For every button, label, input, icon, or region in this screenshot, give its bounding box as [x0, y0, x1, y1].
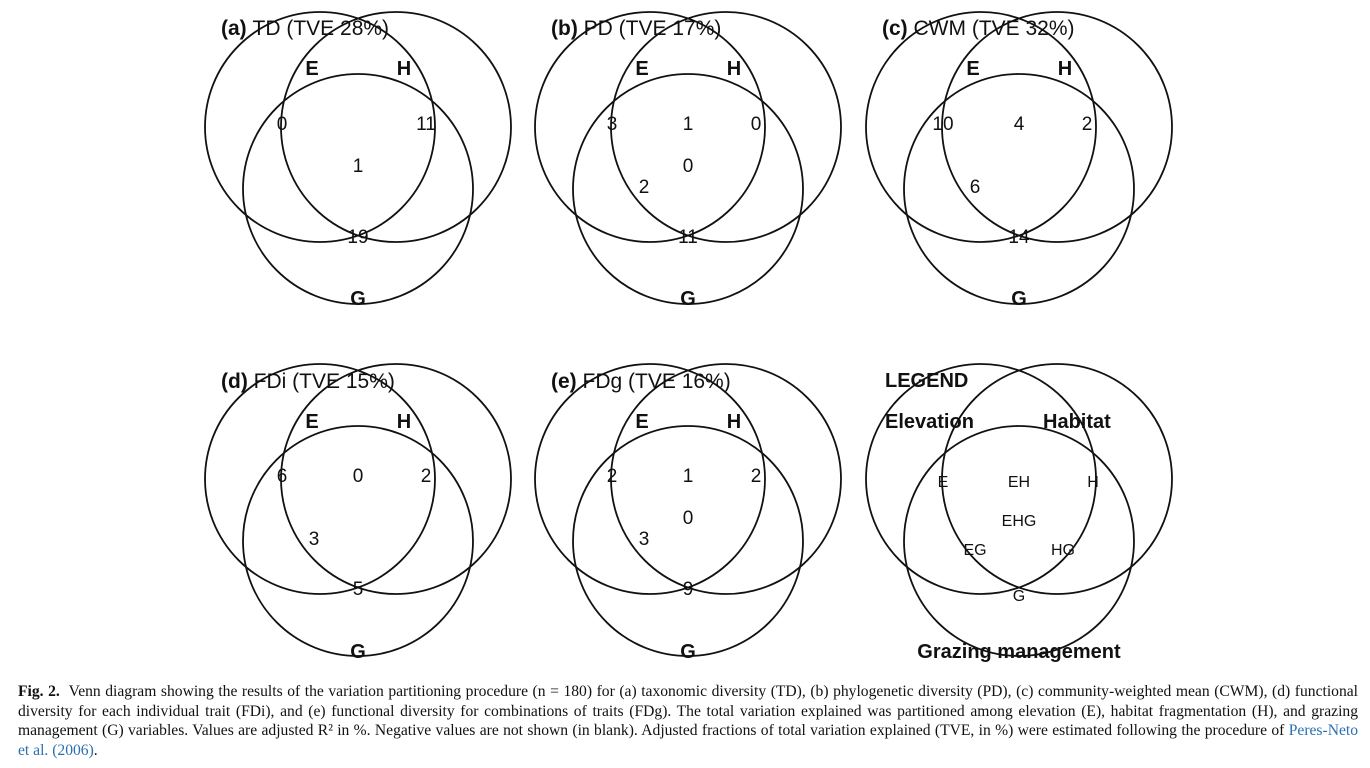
panel-title-text: CWM (TVE 32%)	[914, 17, 1075, 40]
legend-grazing-label: Grazing management	[917, 641, 1121, 663]
legend-heading: LEGEND	[885, 370, 968, 392]
panel-title-text: PD (TVE 17%)	[584, 17, 722, 40]
caption-end: .	[93, 741, 98, 759]
caption-reference-link[interactable]: Peres-Neto et al. (2006)	[18, 722, 1358, 759]
legend-region-eg: EG	[963, 542, 986, 559]
region-value-h: 11	[416, 114, 436, 135]
region-value-e: 10	[932, 114, 953, 135]
venn-panel: (d) FDi (TVE 15%) E H G 6 2 5 0 3	[204, 363, 512, 663]
circle-g	[572, 425, 804, 657]
circle-g	[572, 73, 804, 305]
panel-title: (a) TD (TVE 28%)	[221, 17, 389, 40]
legend-circle-g	[903, 425, 1135, 657]
caption-figure-label: Fig. 2.	[18, 683, 60, 700]
circle-g	[903, 73, 1135, 305]
legend-region-g: G	[1013, 588, 1025, 605]
venn-panel: (c) CWM (TVE 32%) E H G 10 2 14 4 6	[865, 11, 1173, 310]
region-value-h: 2	[421, 466, 432, 487]
set-label-h: H	[397, 58, 411, 80]
panel-label: (b)	[551, 17, 578, 40]
panel-label: (a)	[221, 17, 247, 40]
region-value-ehg: 0	[683, 508, 694, 529]
region-value-e: 2	[607, 466, 618, 487]
figure-caption: Fig. 2. Venn diagram showing the results…	[18, 682, 1358, 760]
set-label-h: H	[727, 58, 741, 80]
set-label-h: H	[727, 411, 741, 433]
legend-region-hg: HG	[1051, 542, 1075, 559]
circle-g	[242, 425, 474, 657]
region-value-e: 6	[277, 466, 288, 487]
region-value-e: 0	[277, 114, 288, 135]
legend-panel: LEGEND Elevation Habitat Grazing management…	[865, 363, 1173, 663]
region-value-eh: 1	[683, 466, 694, 487]
panel-label: (d)	[221, 370, 248, 393]
region-value-g: 19	[347, 227, 368, 248]
legend-circle-e	[865, 363, 1097, 595]
set-label-e: E	[305, 58, 318, 80]
legend-habitat-label: Habitat	[1043, 411, 1111, 433]
circle-h	[280, 363, 512, 595]
circle-h	[610, 363, 842, 595]
set-label-g: G	[350, 641, 366, 663]
legend-region-eh: EH	[1008, 474, 1030, 491]
legend-circle-h	[941, 363, 1173, 595]
set-label-h: H	[397, 411, 411, 433]
region-value-ehg: 0	[683, 156, 694, 177]
legend-region-ehg: EHG	[1002, 513, 1037, 530]
region-value-eh: 4	[1014, 114, 1025, 135]
set-label-e: E	[305, 411, 318, 433]
circle-g	[242, 73, 474, 305]
set-label-g: G	[1011, 288, 1027, 310]
set-label-h: H	[1058, 58, 1072, 80]
set-label-g: G	[350, 288, 366, 310]
circle-h	[610, 11, 842, 243]
panel-title: (b) PD (TVE 17%)	[551, 17, 721, 40]
region-value-g: 9	[683, 579, 694, 600]
panel-title-text: FDi (TVE 15%)	[254, 370, 395, 393]
panel-title-text: FDg (TVE 16%)	[583, 370, 731, 393]
region-value-eh: 1	[683, 114, 694, 135]
region-value-g: 11	[678, 227, 698, 248]
region-value-eg: 2	[639, 177, 650, 198]
circle-e	[534, 11, 766, 243]
panel-label: (c)	[882, 17, 908, 40]
region-value-g: 14	[1008, 227, 1030, 248]
legend-region-e: E	[938, 474, 949, 491]
panel-label: (e)	[551, 370, 577, 393]
panel-title: (d) FDi (TVE 15%)	[221, 370, 395, 393]
panel-title: (c) CWM (TVE 32%)	[882, 17, 1075, 40]
venn-panel: (a) TD (TVE 28%) E H G 0 11 19 1	[204, 11, 512, 310]
region-value-h: 0	[751, 114, 762, 135]
circle-e	[204, 363, 436, 595]
caption-text: Venn diagram showing the results of the …	[18, 683, 1358, 739]
set-label-g: G	[680, 288, 696, 310]
region-value-h: 2	[751, 466, 762, 487]
circle-h	[280, 11, 512, 243]
region-value-eg: 3	[309, 529, 320, 550]
venn-panel: (e) FDg (TVE 16%) E H G 2 2 9 1 3 0	[534, 363, 842, 663]
region-value-eg: 6	[970, 177, 981, 198]
panel-title-text: TD (TVE 28%)	[253, 17, 390, 40]
panel-title: (e) FDg (TVE 16%)	[551, 370, 731, 393]
region-value-eg: 3	[639, 529, 650, 550]
circle-e	[534, 363, 766, 595]
region-value-ehg: 1	[353, 156, 364, 177]
region-value-g: 5	[353, 579, 364, 600]
legend-elevation-label: Elevation	[885, 411, 974, 433]
set-label-g: G	[680, 641, 696, 663]
circle-e	[204, 11, 436, 243]
circle-e	[865, 11, 1097, 243]
set-label-e: E	[635, 58, 648, 80]
set-label-e: E	[966, 58, 979, 80]
legend-region-h: H	[1087, 474, 1099, 491]
region-value-h: 2	[1082, 114, 1093, 135]
region-value-eh: 0	[353, 466, 364, 487]
region-value-e: 3	[607, 114, 618, 135]
set-label-e: E	[635, 411, 648, 433]
circle-h	[941, 11, 1173, 243]
